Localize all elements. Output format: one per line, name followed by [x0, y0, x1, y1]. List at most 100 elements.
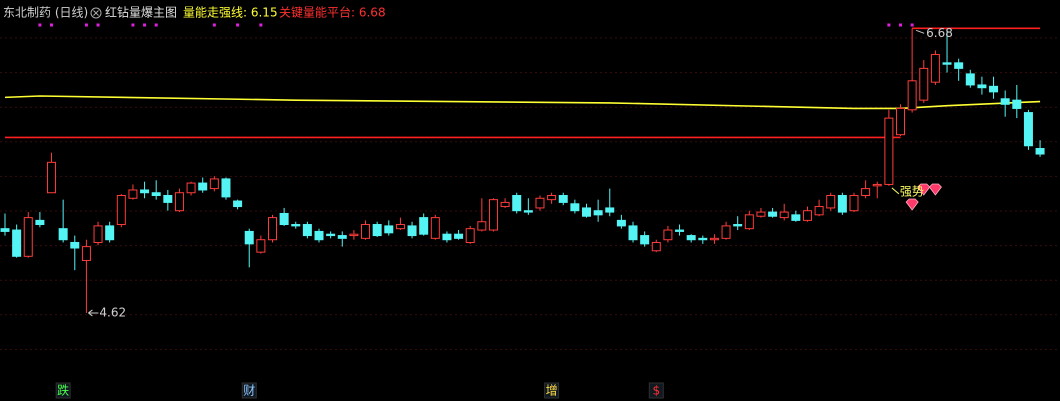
candle-body: [395, 224, 405, 230]
event-marker: 增: [546, 384, 558, 398]
candle-body: [454, 233, 464, 239]
candle-body: [756, 211, 766, 217]
signal-dot: [38, 23, 42, 27]
strong-label: 强势: [900, 184, 924, 198]
arrow: [915, 29, 925, 34]
candle-body: [884, 117, 894, 185]
candle-body: [919, 67, 929, 101]
candle-body: [430, 217, 440, 239]
candle-body: [256, 239, 266, 253]
signal-dot: [212, 23, 216, 27]
candle-body: [372, 224, 382, 237]
candle-body: [744, 214, 754, 230]
candle-body: [965, 73, 975, 86]
candle-body: [896, 107, 906, 136]
candle-body: [547, 195, 557, 201]
platform-label: 关键量能平台: 6.68: [279, 5, 386, 20]
candle-body: [605, 207, 615, 213]
candle-body: [233, 200, 243, 208]
arrow: [891, 187, 900, 195]
candle-body: [163, 195, 173, 203]
signal-dot: [131, 23, 135, 27]
candle-body: [186, 182, 196, 194]
indicator-line: [4, 95, 1041, 110]
candle-body: [651, 241, 661, 252]
candle-body: [628, 225, 638, 241]
candle-body: [686, 235, 696, 241]
candle-body: [81, 246, 91, 261]
candle-body: [209, 178, 219, 190]
candle-body: [140, 189, 150, 194]
event-box: [55, 382, 71, 399]
high-label: 6.68: [926, 26, 953, 40]
candle-body: [93, 225, 103, 243]
close-icon[interactable]: [90, 7, 102, 19]
signal-dot: [143, 23, 147, 27]
candle-body: [535, 197, 545, 209]
event-marker: $: [652, 384, 660, 398]
candle-body: [779, 211, 789, 219]
candle-body: [477, 221, 487, 231]
candle-body: [500, 201, 510, 208]
candle-body: [861, 188, 871, 196]
candle-body: [23, 217, 33, 257]
candle-body: [802, 210, 812, 221]
candle-body: [0, 228, 10, 232]
candle-body: [70, 241, 80, 249]
candle-body: [977, 84, 987, 89]
candle-body: [616, 219, 626, 227]
candle-body: [558, 195, 568, 203]
candle-body: [663, 229, 673, 241]
candle-body: [930, 54, 940, 83]
event-box: [241, 382, 257, 399]
event-box: [544, 382, 560, 399]
candle-body: [488, 199, 498, 231]
strong-line-label: 量能走强线: 6.15: [183, 6, 278, 20]
red-diamond: [905, 198, 919, 211]
candle-body: [244, 230, 254, 245]
candle-body: [675, 229, 685, 232]
candle-body: [907, 80, 917, 111]
low-label: 4.62: [99, 305, 126, 319]
candle-body: [698, 237, 708, 241]
indicator-name: 红钻量爆主图: [105, 5, 177, 20]
candle-body: [582, 207, 591, 217]
signal-dot: [50, 23, 54, 27]
candle-body: [709, 237, 719, 241]
candle-body: [151, 192, 161, 197]
candle-body: [1000, 98, 1010, 105]
candle-body: [105, 225, 115, 241]
candle-body: [570, 203, 580, 212]
arrow: [88, 309, 99, 317]
stock-title: 东北制药 (日线): [3, 6, 88, 20]
candle-body: [593, 210, 603, 216]
candle-body: [942, 62, 952, 65]
signal-dot: [84, 23, 88, 27]
candle-body: [721, 225, 731, 239]
candle-body: [361, 224, 371, 239]
candle-body: [989, 85, 999, 93]
candle-body: [419, 217, 429, 235]
candle-body: [442, 233, 452, 241]
candle-body: [849, 195, 859, 212]
candle-body: [465, 228, 475, 243]
candle-body: [349, 233, 359, 237]
candle-body: [523, 210, 533, 213]
candle-body: [1012, 99, 1022, 109]
candle-body: [58, 228, 68, 241]
candle-body: [768, 211, 778, 217]
candle-body: [384, 225, 394, 234]
candle-body: [314, 230, 324, 241]
candle-body: [12, 229, 22, 257]
candle-body: [326, 233, 336, 237]
candle-body: [1023, 112, 1033, 147]
candle-body: [128, 189, 138, 199]
candle-body: [35, 219, 45, 226]
candle-body: [302, 224, 312, 237]
candle-body: [291, 224, 301, 227]
candle-body: [814, 206, 824, 216]
candle-body: [1035, 148, 1045, 155]
candle-body: [512, 195, 522, 212]
candle-body: [221, 178, 231, 198]
